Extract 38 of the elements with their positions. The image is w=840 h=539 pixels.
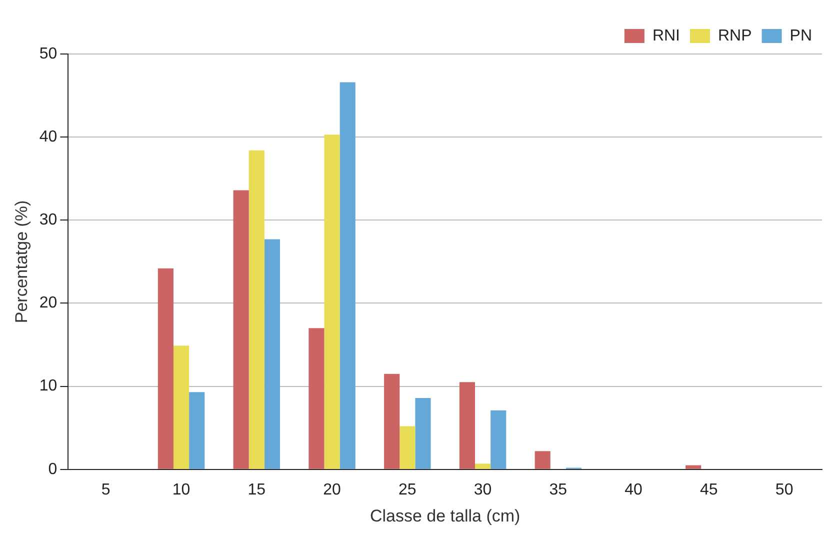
x-tick-label: 45 [700, 481, 718, 498]
x-tick-label: 35 [549, 481, 568, 498]
x-tick-label: 25 [398, 481, 416, 498]
x-tick-label: 30 [474, 481, 492, 498]
x-tick-label: 50 [775, 481, 794, 498]
bar [459, 382, 475, 469]
bar [534, 451, 550, 469]
x-tick-label: 10 [172, 481, 190, 498]
bar [340, 82, 356, 469]
x-tick-label: 15 [248, 481, 266, 498]
bar [490, 410, 506, 469]
y-tick-label: 0 [48, 460, 58, 478]
legend-label: RNI [652, 27, 680, 44]
bar [173, 346, 190, 469]
bar [384, 374, 400, 469]
x-tick-label: 40 [624, 481, 643, 498]
y-axis-title: Percentatge (%) [12, 200, 31, 324]
legend-label: RNP [718, 27, 752, 44]
bar [248, 150, 264, 469]
bar [308, 328, 324, 469]
y-tick-label: 10 [39, 378, 58, 395]
bar [233, 190, 249, 469]
bar [264, 239, 280, 469]
y-tick-label: 40 [39, 128, 58, 146]
bar [400, 426, 416, 469]
y-tick-label: 20 [39, 294, 58, 312]
x-tick-label: 20 [323, 481, 342, 498]
bar [189, 392, 205, 469]
y-tick-label: 50 [39, 45, 58, 62]
x-axis-title: Classe de talla (cm) [370, 506, 520, 526]
bar [324, 134, 340, 469]
bar [158, 268, 174, 469]
bar [686, 465, 702, 469]
x-tick-label: 5 [101, 481, 110, 498]
bar [415, 398, 431, 469]
y-tick-label: 30 [39, 212, 58, 229]
bar [475, 464, 491, 469]
legend-label: PN [790, 27, 812, 44]
